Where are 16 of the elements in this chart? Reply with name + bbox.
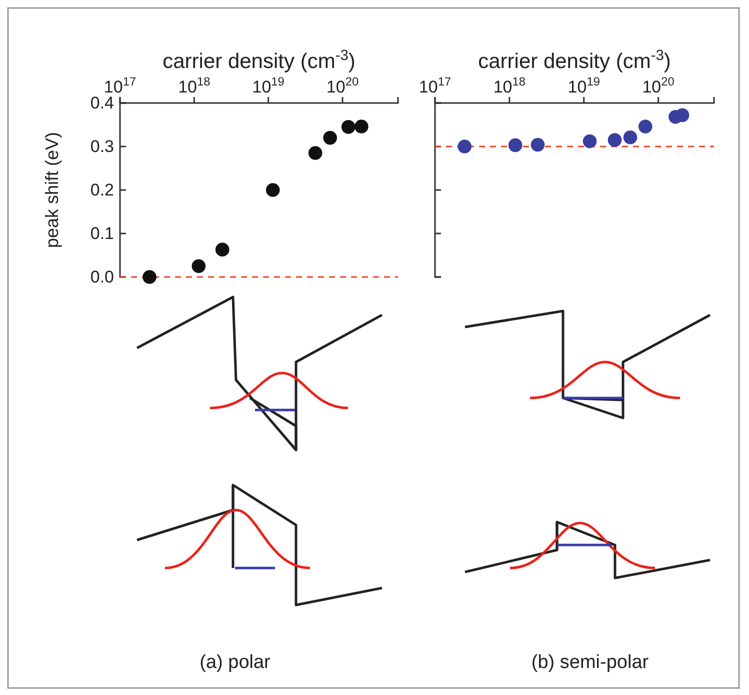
y-axis-title: peak shift (eV) [42,132,62,248]
x-axis-title: carrier density (cm$^{-3}$) [478,48,671,73]
x-tick-label: 10$^{19}$ [252,74,285,96]
x-tick-label: 10$^{17}$ [418,74,452,96]
text: (a) polar [200,652,272,673]
x-axis-title: carrier density (cm$^{-3}$) [162,48,356,73]
x-tick-label: 10$^{19}$ [568,74,600,96]
y-tick-label: 0.2 [90,180,114,200]
text: (b) semi-polar [531,652,650,673]
x-tick-label: 10$^{20}$ [642,74,675,96]
x-tick-label: 10$^{18}$ [493,74,526,96]
y-tick-label: 0.1 [90,224,114,243]
y-tick-label: 0.0 [90,267,114,286]
y-tick-label: 0.3 [90,136,114,156]
x-tick-label: 10$^{18}$ [178,74,211,96]
x-tick-label: 10$^{20}$ [326,74,359,96]
